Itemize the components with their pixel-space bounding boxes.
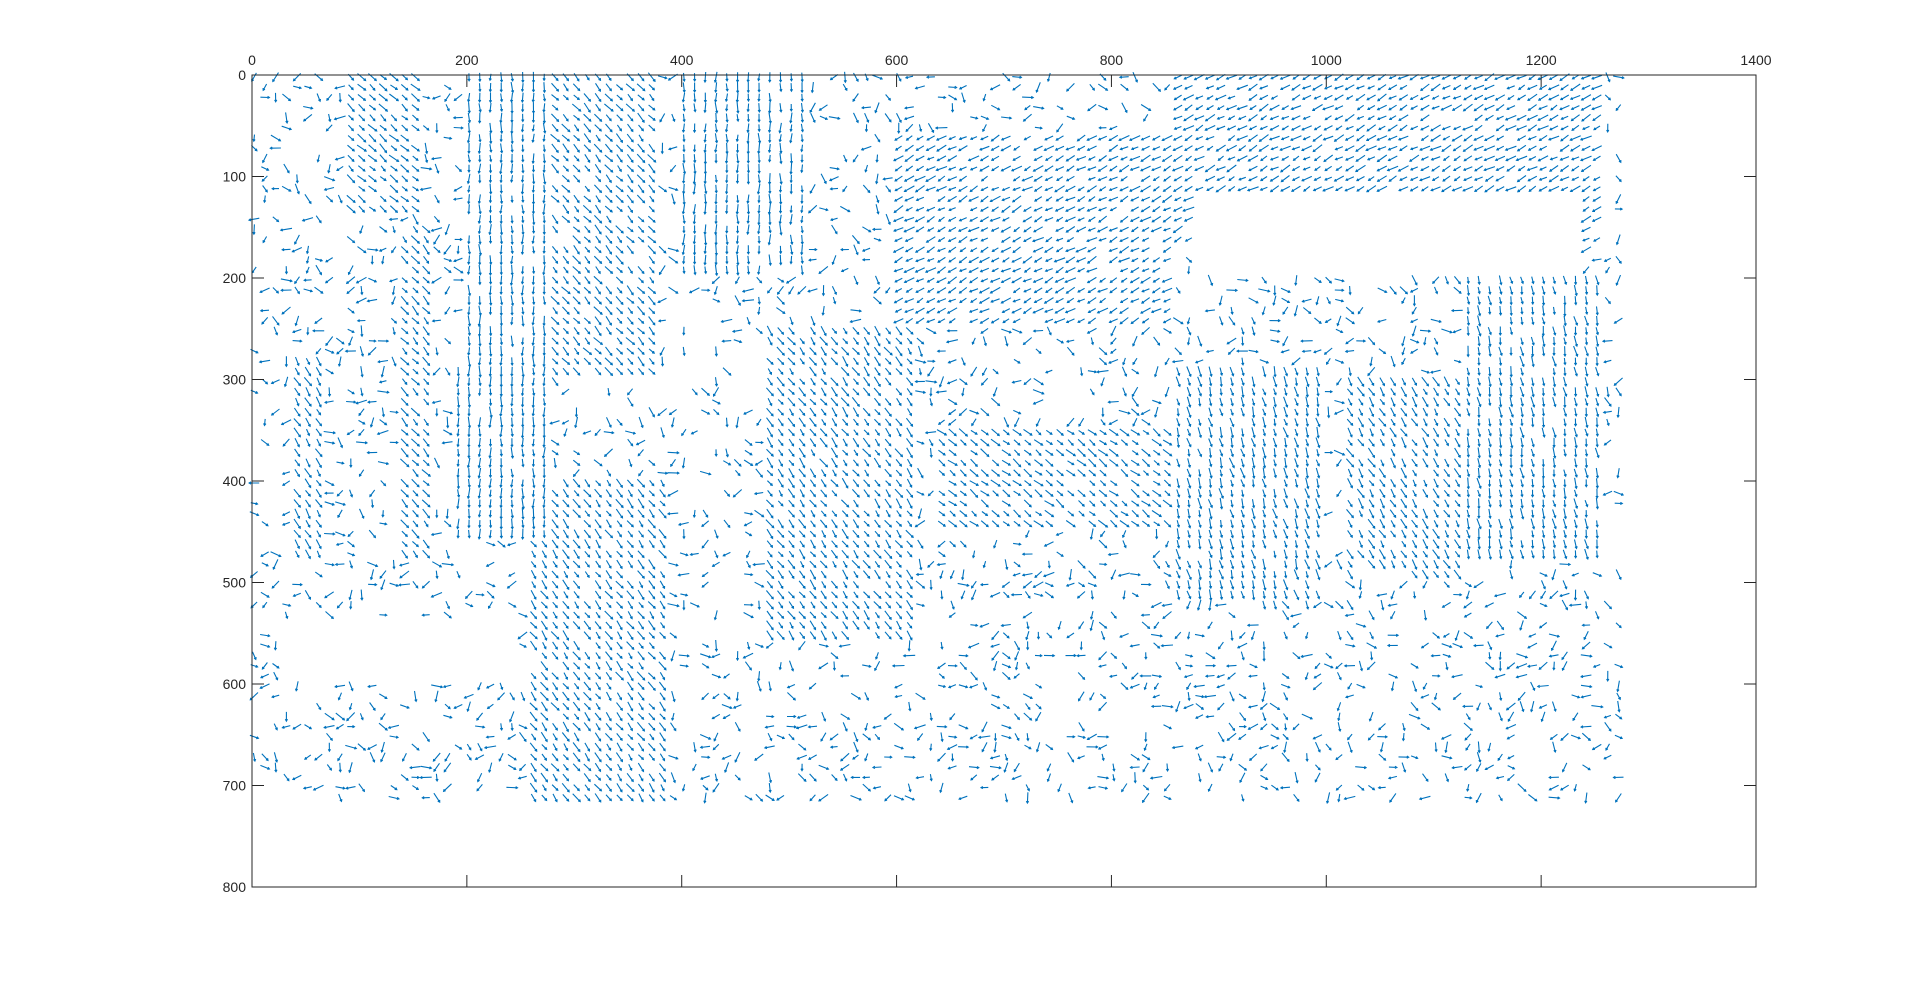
y-tick-label: 500 <box>223 575 247 591</box>
x-tick-label: 400 <box>670 52 694 68</box>
y-tick-label: 400 <box>223 473 247 489</box>
x-tick-label: 1000 <box>1311 52 1342 68</box>
x-tick-label: 0 <box>248 52 256 68</box>
y-tick-label: 200 <box>223 270 247 286</box>
vector-field <box>247 71 1625 805</box>
x-tick-label: 1400 <box>1740 52 1771 68</box>
x-tick-label: 1200 <box>1526 52 1557 68</box>
x-axis-ticks: 0 200 400 600 800 1000 1200 1400 <box>248 52 1772 887</box>
quiver-arrows <box>247 71 1625 805</box>
y-tick-label: 800 <box>223 879 247 895</box>
x-tick-label: 600 <box>885 52 909 68</box>
x-tick-label: 200 <box>455 52 479 68</box>
y-tick-label: 600 <box>223 676 247 692</box>
y-tick-label: 100 <box>223 169 247 185</box>
y-tick-label: 0 <box>238 67 246 83</box>
y-tick-label: 300 <box>223 372 247 388</box>
y-tick-label: 700 <box>223 778 247 794</box>
x-tick-label: 800 <box>1100 52 1124 68</box>
y-axis-ticks: 0 100 200 300 400 500 600 700 800 <box>223 67 1756 895</box>
